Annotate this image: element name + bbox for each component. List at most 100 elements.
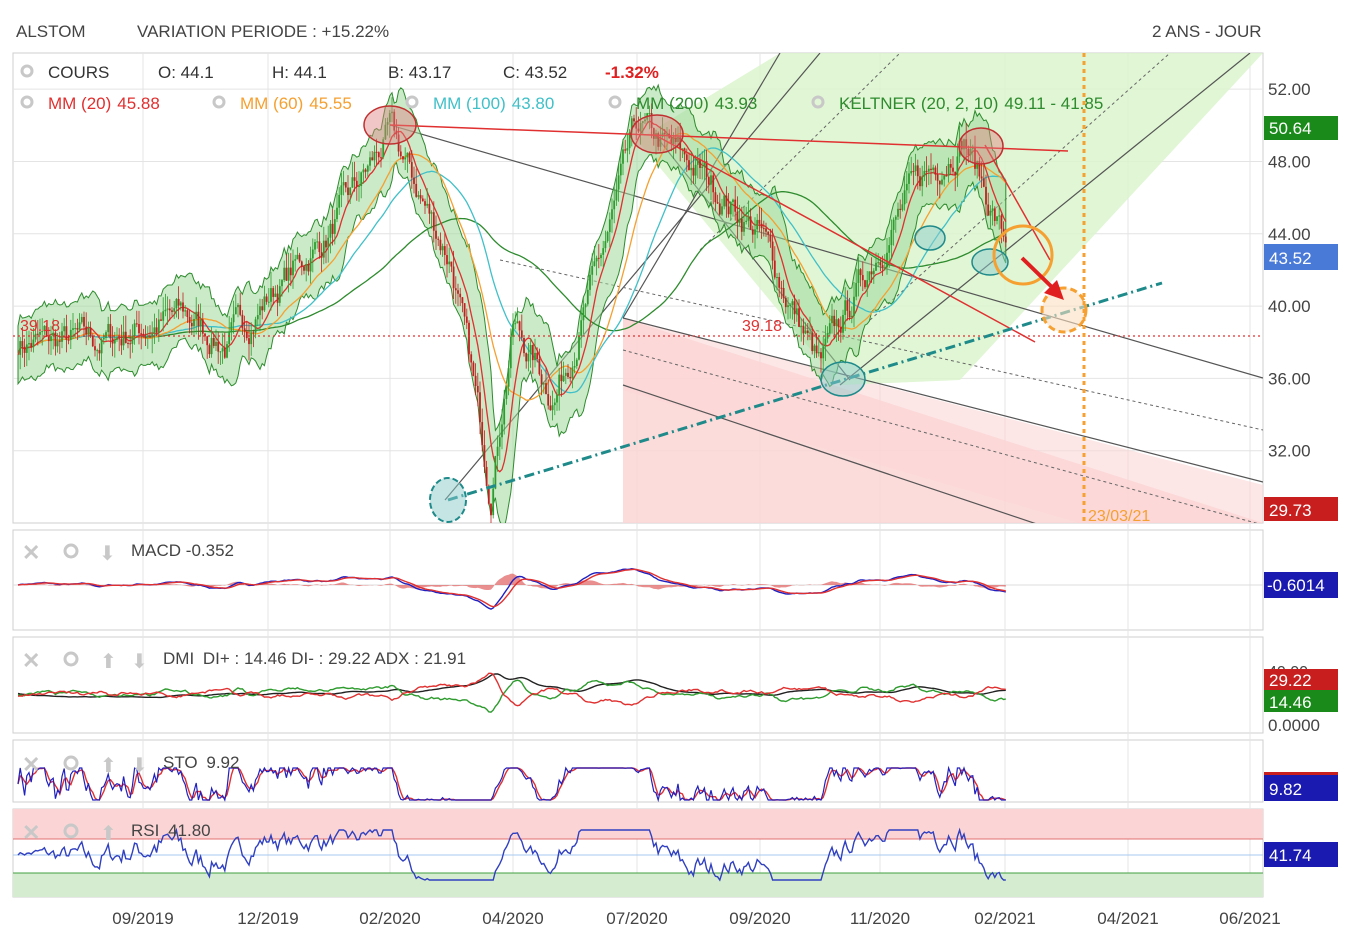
candle-body (270, 288, 272, 302)
candle-body (509, 336, 512, 369)
candle-body (318, 241, 321, 253)
upper-badge-text: 50.64 (1269, 119, 1312, 138)
candle-body (353, 177, 356, 181)
candle-body (758, 219, 761, 224)
candle-body (61, 331, 63, 342)
candle-body (364, 169, 367, 172)
candle-body (362, 169, 365, 173)
candle-body (952, 167, 954, 172)
candle-body (745, 220, 748, 222)
arrow-up-icon[interactable]: ⬆ (100, 755, 117, 777)
close-icon[interactable]: ✕ (22, 820, 40, 845)
candle-body (382, 139, 385, 158)
candle-body (21, 341, 24, 347)
candle-body (989, 210, 992, 216)
candle-body (582, 307, 585, 321)
candle-body (417, 195, 420, 197)
candle-body (932, 167, 935, 171)
candle-body (256, 315, 259, 320)
arrow-down-icon[interactable]: ⬇ (131, 651, 148, 673)
close-icon[interactable]: ✕ (22, 752, 40, 777)
gear-icon[interactable] (212, 95, 226, 109)
candle-body (45, 325, 48, 337)
candle-body (914, 165, 917, 172)
gear-icon[interactable] (20, 95, 34, 109)
candle-body (551, 405, 554, 411)
candle-body (899, 208, 902, 210)
candle-body (435, 230, 437, 239)
gear-icon[interactable] (63, 543, 79, 559)
candle-body (76, 328, 79, 330)
candle-body (670, 138, 673, 145)
close-icon[interactable]: ✕ (22, 648, 40, 673)
gear-icon[interactable] (608, 95, 622, 109)
candle-body (721, 206, 723, 215)
candle-body (118, 338, 121, 340)
candle-body (974, 147, 976, 169)
candle-body (351, 177, 354, 188)
bottom-marker-2 (820, 361, 866, 397)
candle-body (540, 374, 543, 385)
candle-body (373, 151, 376, 161)
candle-body (149, 336, 151, 338)
candle-body (754, 229, 756, 235)
candle-body (531, 345, 534, 361)
candle-body (87, 327, 90, 335)
gear-icon[interactable] (63, 755, 79, 771)
candle-body (514, 323, 517, 325)
candle-body (659, 136, 662, 147)
candle-body (542, 383, 545, 385)
candle-body (296, 254, 299, 260)
close-icon[interactable]: ✕ (22, 540, 40, 565)
candle-body (131, 336, 134, 344)
candle-body (98, 350, 101, 354)
candle-body (938, 180, 941, 185)
candle-body (138, 324, 140, 334)
candle-body (769, 234, 772, 242)
gear-icon[interactable] (811, 95, 825, 109)
candle-body (129, 343, 132, 345)
candle-body (303, 266, 305, 271)
gear-icon[interactable] (63, 651, 79, 667)
candle-body (934, 167, 937, 175)
candle-body (820, 352, 822, 359)
candle-body (391, 111, 393, 114)
candle-body (699, 159, 701, 168)
target-date-label: 23/03/21 (1088, 508, 1150, 525)
period-selector[interactable]: 2 ANS - JOUR (1152, 22, 1262, 41)
candle-body (32, 339, 35, 348)
candle-body (195, 311, 198, 319)
candle-body (969, 148, 972, 156)
dmi-zero-label: 0.0000 (1268, 716, 1320, 735)
candle-body (490, 503, 492, 516)
arrow-up-icon[interactable]: ⬆ (100, 651, 117, 673)
gear-icon[interactable] (20, 64, 34, 78)
descending-channel-upper-zone (623, 318, 1263, 523)
candle-body (523, 337, 525, 354)
candle-body (798, 308, 800, 327)
candle-body (965, 139, 968, 149)
gear-icon[interactable] (63, 823, 79, 839)
gear-icon[interactable] (405, 95, 419, 109)
candle-body (795, 308, 798, 315)
mm200-line (17, 191, 1007, 356)
candle-body (712, 175, 715, 193)
arrow-down-icon[interactable]: ⬇ (131, 755, 148, 777)
candle-body (628, 132, 631, 149)
candle-body (835, 319, 838, 327)
arrow-down-icon[interactable]: ⬇ (99, 543, 116, 565)
sto-badge-top (1264, 772, 1338, 775)
arrow-up-icon[interactable]: ⬆ (100, 823, 117, 845)
candle-body (652, 128, 655, 139)
candle-body (375, 151, 378, 153)
candle-body (439, 239, 442, 251)
candle-body (285, 267, 288, 281)
candle-body (976, 160, 979, 169)
candle-body (336, 207, 338, 220)
candle-body (347, 187, 349, 196)
candle-body (424, 201, 426, 206)
candle-body (791, 301, 794, 305)
dmi-toolbar: ✕ ⬆ ⬇ DMI DI+ : 14.46 DI- : 29.22 ADX : … (22, 648, 466, 673)
legend: COURS O: 44.1 H: 44.1 B: 43.17 C: 43.52 … (20, 63, 1103, 113)
